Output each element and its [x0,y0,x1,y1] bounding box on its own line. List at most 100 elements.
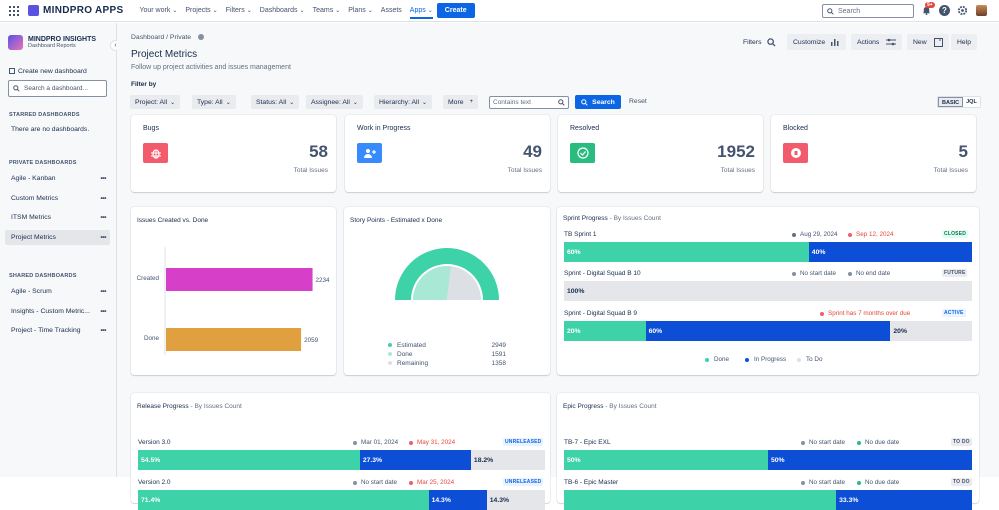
more-options-icon[interactable]: ••• [100,307,106,315]
meta-text: Aug 29, 2024 [800,231,838,238]
date-meta: No due date [857,479,899,486]
starred-dashboards-header: STARRED DASHBOARDS [9,112,80,118]
status-dot [409,440,413,445]
create-dashboard-link[interactable]: Create new dashboard [9,68,87,75]
bar-done[interactable] [166,328,302,351]
sidebar-item-label: Insights - Custom Metric... [11,307,90,315]
bar-created[interactable] [166,268,313,291]
progress-bar[interactable]: 100% [564,281,972,301]
status-dot [820,311,824,316]
nav-label: Assets [380,7,402,14]
progress-bar[interactable]: 33.3% [564,490,972,510]
settings-gear-icon[interactable] [957,5,968,16]
done-arc[interactable] [413,266,452,300]
sidebar-dashboard-item[interactable]: Project - Time Tracking ••• [5,323,110,338]
date-meta: Sep 12, 2024 [848,231,893,238]
estimated-arc[interactable] [395,248,499,300]
nav-teams[interactable]: Teams ⌄ [313,7,341,14]
nav-plans[interactable]: Plans ⌄ [348,7,373,14]
bar-chart-icon [831,39,839,46]
progress-item-name[interactable]: Version 3.0 [138,439,171,446]
progress-item-name[interactable]: TB-7 - Epic EXL [564,439,611,446]
notifications-icon[interactable] [921,5,932,16]
status-dot [801,440,805,445]
progress-item-name[interactable]: Version 2.0 [138,479,171,486]
page-subtitle: Follow up project activities and issues … [131,64,291,71]
remaining-arc[interactable] [447,266,481,300]
chevron-down-icon: ⌄ [246,8,252,14]
nav-label: Plans [348,7,366,14]
reset-button[interactable]: Reset [629,98,647,105]
progress-bar[interactable]: 71.4% 14.3% 14.3% [138,490,545,510]
jql-mode-button[interactable]: JQL [966,99,977,105]
progress-bar[interactable]: 20% 60% 20% [564,321,972,341]
more-options-icon[interactable]: ••• [100,214,106,221]
info-icon[interactable] [197,34,204,40]
progress-bar[interactable]: 50% 50% [564,450,972,470]
filter-project-dropdown[interactable]: Project: All ⌄ [130,95,181,109]
progress-item-name[interactable]: TB Sprint 1 [564,231,597,238]
meta-text: No end date [856,270,891,277]
status-dot [353,480,357,485]
status-dot [353,440,357,445]
progress-bar[interactable]: 60% 40% [564,242,972,262]
help-icon[interactable]: ? [939,5,950,16]
nav-projects[interactable]: Projects ⌄ [185,7,217,14]
nav-dashboards[interactable]: Dashboards ⌄ [260,7,305,14]
more-options-icon[interactable]: ••• [100,288,106,295]
search-button[interactable]: Search [575,95,621,109]
actions-button[interactable]: Actions [851,34,903,50]
date-meta: No due date [857,439,899,446]
basic-mode-button[interactable]: BASIC [938,97,964,107]
sidebar-dashboard-item[interactable]: ITSM Metrics ••• [5,210,110,225]
legend-label: In Progress [754,356,787,363]
shared-dashboards-header: SHARED DASHBOARDS [9,273,77,279]
sidebar-dashboard-item[interactable]: Custom Metrics ••• [5,191,110,206]
progress-segment: 50% [768,450,972,470]
new-button[interactable]: New [907,34,949,50]
sidebar-dashboard-item[interactable]: Insights - Custom Metric... ••• [5,304,110,319]
app-switcher-icon[interactable] [8,5,20,17]
filter-type-dropdown[interactable]: Type: All ⌄ [192,95,236,109]
nav-apps[interactable]: Apps ⌄ [409,7,433,19]
legend-label: To Do [806,356,823,363]
status-dot [848,271,852,276]
create-button[interactable]: Create [436,3,475,18]
status-badge: UNRELEASED [503,478,544,486]
filter-assignee-dropdown[interactable]: Assignee: All ⌄ [306,95,363,109]
contains-text-input[interactable]: Contains text [489,96,569,109]
sidebar-dashboard-item[interactable]: Project Metrics ••• [5,229,110,245]
meta-text: No start date [361,479,398,486]
status-badge: CLOSED [942,230,969,238]
more-options-icon[interactable]: ••• [100,327,106,334]
user-avatar[interactable] [976,5,987,16]
more-options-icon[interactable]: ••• [100,233,106,241]
filters-button[interactable]: Filters [737,34,782,50]
filter-more-dropdown[interactable]: More + [443,95,479,109]
progress-bar[interactable]: 54.5% 27.3% 18.2% [138,450,545,470]
nav-filters[interactable]: Filters ⌄ [226,7,252,14]
sidebar-dashboard-item[interactable]: Agile - Kanban ••• [5,171,110,186]
sidebar-item-label: Project Metrics [11,233,56,241]
breadcrumb-text[interactable]: Dashboard / Private [131,34,192,41]
chevron-down-icon: ⌄ [367,8,373,14]
sidebar-dashboard-item[interactable]: Agile - Scrum ••• [5,284,110,299]
customize-button[interactable]: Customize [787,34,847,50]
gauge-chart [395,248,499,300]
nav-assets[interactable]: Assets [381,7,402,14]
epic-progress-title: Epic Progress - By Issues Count [563,403,657,410]
help-button[interactable]: Help [951,34,977,50]
progress-item-name[interactable]: TB-6 - Epic Master [564,479,619,486]
filter-hierarchy-dropdown[interactable]: Hierarchy: All ⌄ [374,95,433,109]
progress-item-name[interactable]: Sprint - Digital Squad B 10 [564,270,641,277]
progress-item-name[interactable]: Sprint - Digital Squad B 9 [564,310,637,317]
bug-icon [143,143,168,163]
more-options-icon[interactable]: ••• [100,194,106,202]
nav-your-work[interactable]: Your work ⌄ [139,7,177,14]
filter-status-dropdown[interactable]: Status: All ⌄ [251,95,300,109]
dashboard-search-input[interactable]: Search a dashboard... [8,80,107,97]
add-window-icon [933,37,943,47]
global-search-input[interactable]: Search [822,4,914,18]
more-options-icon[interactable]: ••• [100,175,106,182]
app-logo[interactable]: MINDPRO APPS [28,5,123,16]
